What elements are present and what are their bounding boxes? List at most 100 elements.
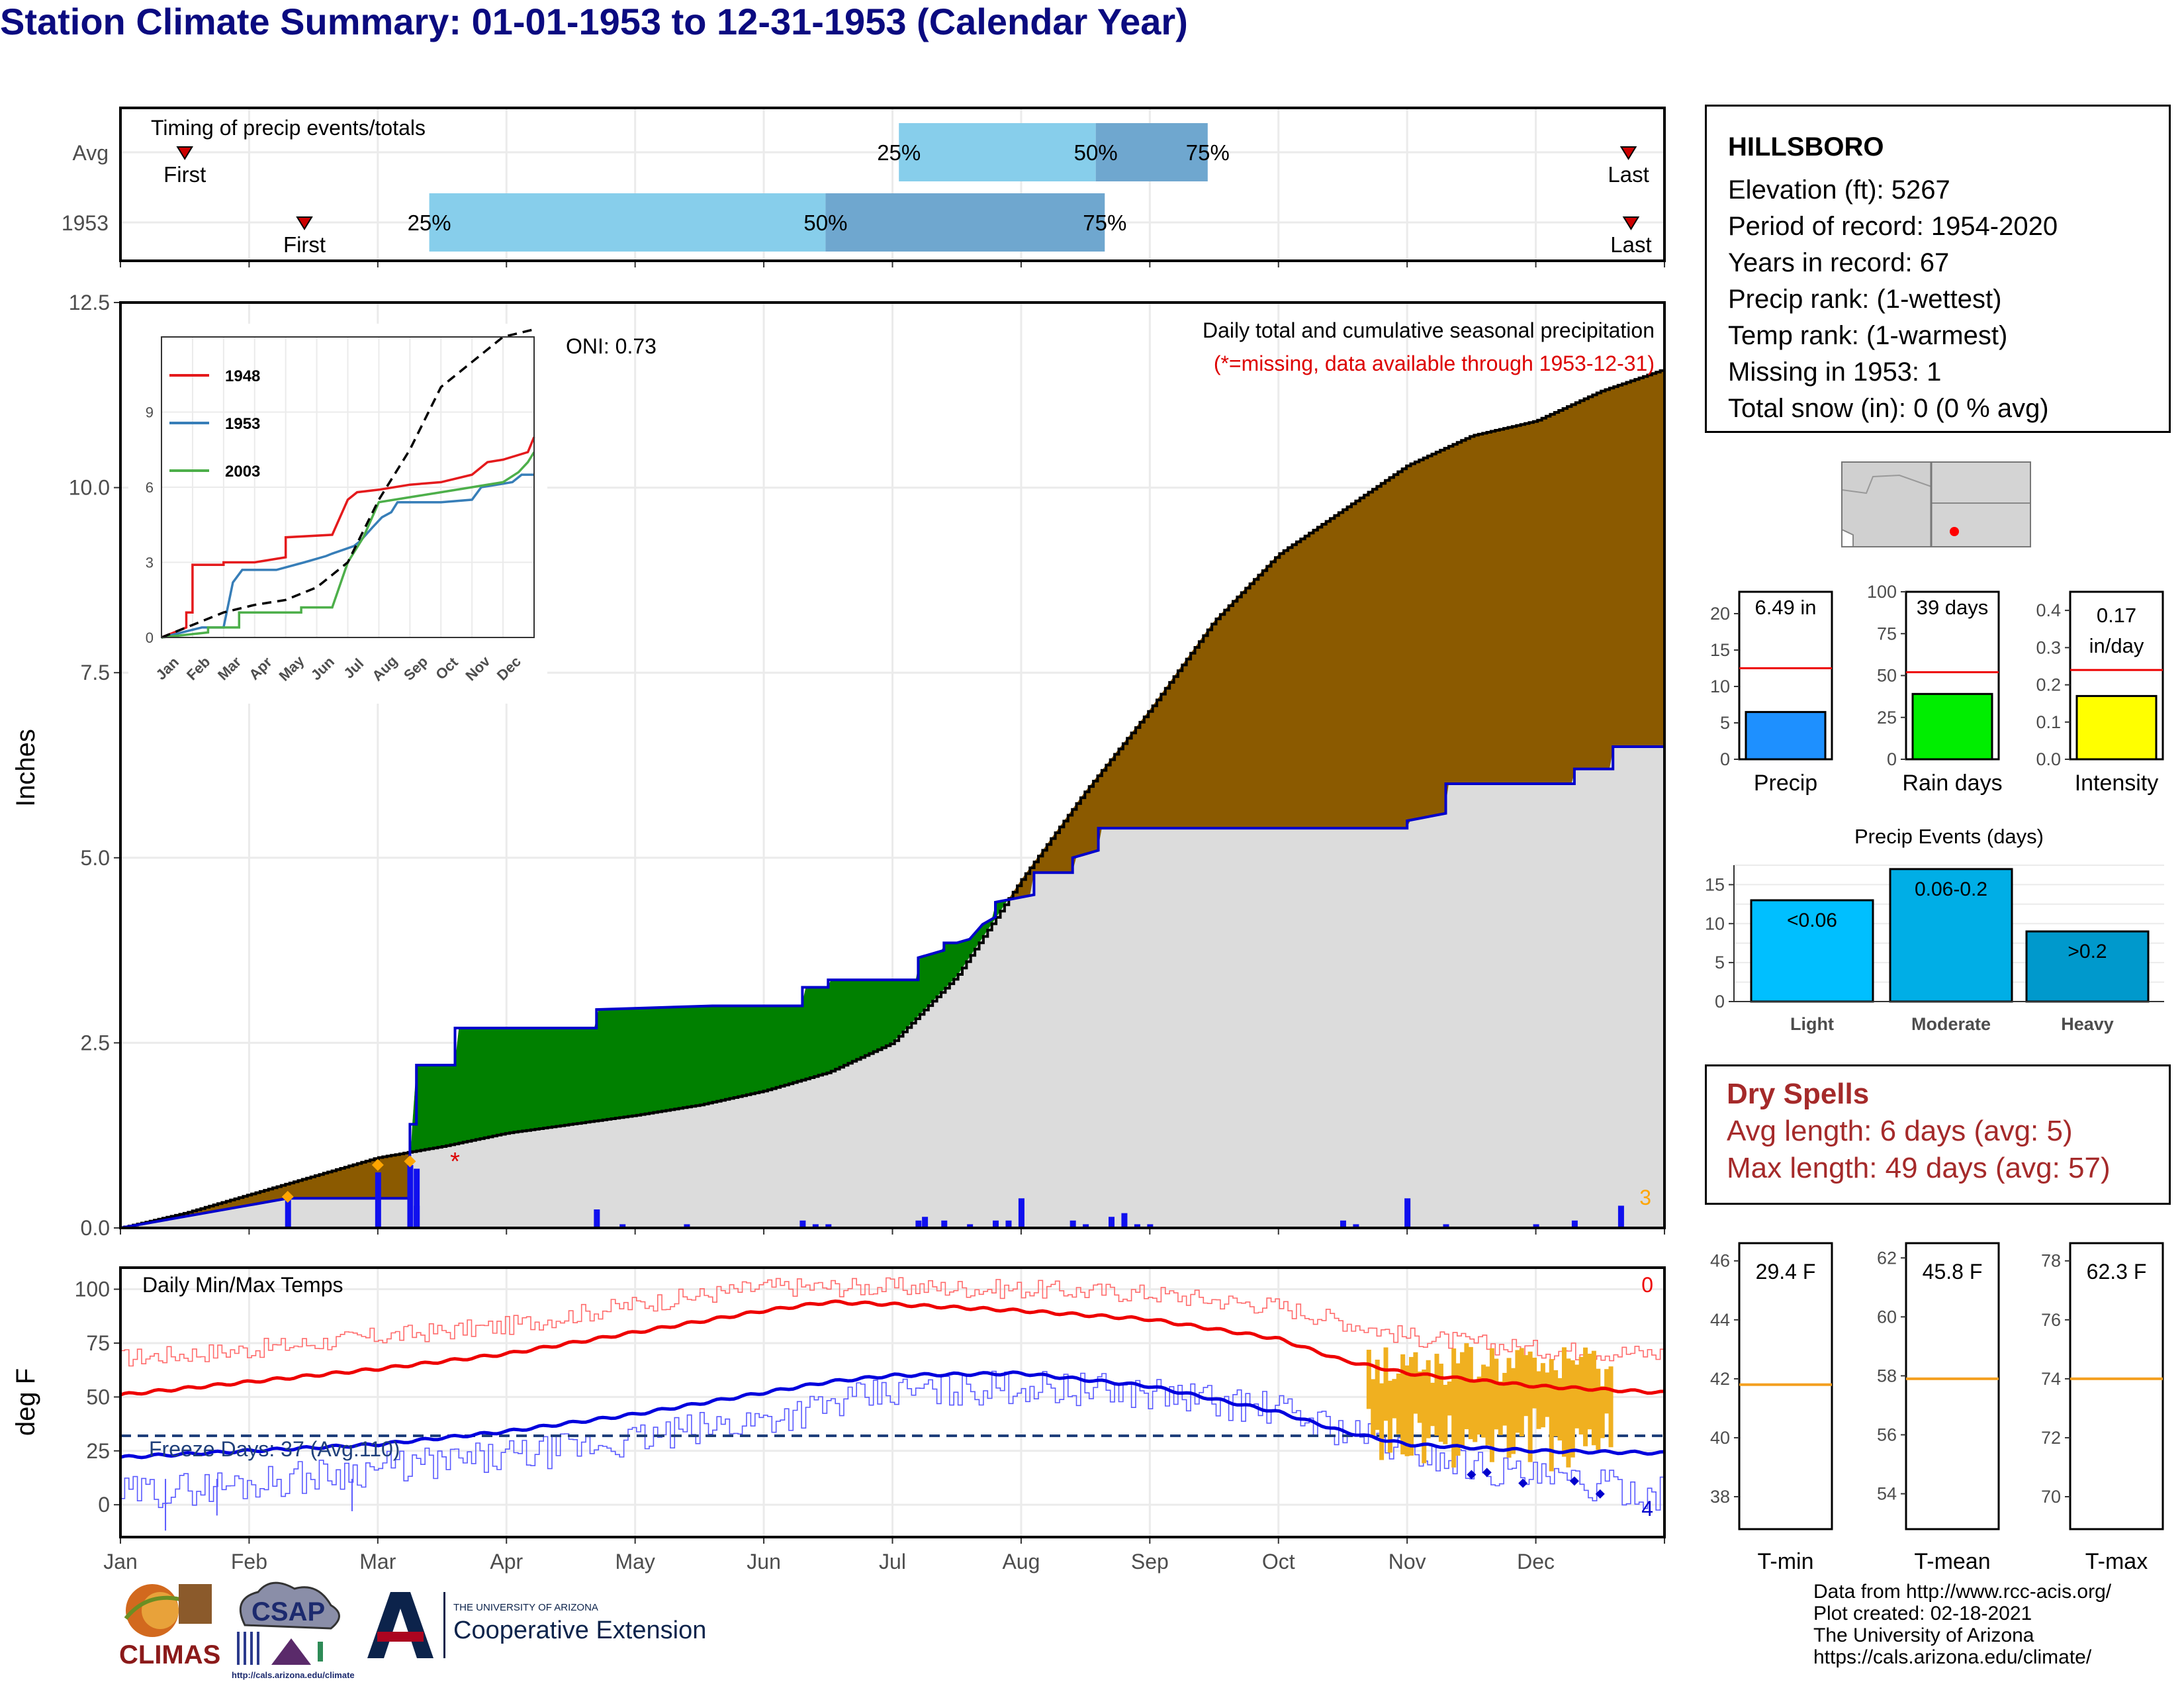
- precip-daily-bar: [1018, 1198, 1024, 1228]
- tbar-frame-2: [2069, 1242, 2164, 1530]
- tbar-ytick-label: 62: [1877, 1248, 1897, 1268]
- precip-missing-note: (*=missing, data available through 1953-…: [1214, 352, 1655, 375]
- temp-missing-bar: [1477, 1376, 1482, 1435]
- precip-daily-bar: [1617, 1205, 1624, 1228]
- temp-missing-bar: [1557, 1378, 1563, 1441]
- mini-value-precip: 6.49 in: [1754, 596, 1816, 619]
- precip-daily-bar: [1533, 1224, 1539, 1228]
- mini-bar-0: [1745, 711, 1827, 761]
- mini-value-intensity-line2: in/day: [2089, 634, 2144, 657]
- temp-missing-bar: [1519, 1348, 1524, 1436]
- month-label: Apr: [490, 1550, 523, 1573]
- location-map: [1841, 461, 2031, 547]
- precip-ytick-label: 5.0: [81, 846, 110, 870]
- precip-ytick-label: 7.5: [81, 661, 110, 684]
- timing-first-marker: [296, 216, 313, 230]
- temp-panel: 0 25 50 75 100 Jan Feb Mar Apr May Jun Jul Aug Sep Oct…: [11, 1266, 1666, 1573]
- month-label: Mar: [359, 1550, 396, 1573]
- precip-ytick-label: 2.5: [81, 1031, 110, 1055]
- temp-frame: [119, 1266, 1666, 1538]
- temp-missing-bar: [1604, 1369, 1610, 1414]
- temp-missing-bar: [1396, 1373, 1401, 1434]
- mini-ytick-label: 0.3: [2036, 637, 2061, 657]
- timing-p25-label: 25%: [877, 140, 921, 165]
- precip-daily-bar: [375, 1172, 381, 1228]
- timing-bar-q2: [1095, 123, 1208, 181]
- timing-frame: [119, 107, 1666, 262]
- csap-logo: CSAP http://cals.arizona.edu/climate: [232, 1581, 355, 1680]
- temp-missing-bar: [1545, 1372, 1550, 1417]
- inset-line-avg: [161, 328, 535, 639]
- precip-daily-bar: [1134, 1224, 1140, 1228]
- tbar-value-label: 62.3 F: [2087, 1260, 2147, 1284]
- inset-line-1953: [161, 473, 534, 639]
- events-title: Precip Events (days): [1854, 825, 2044, 848]
- temp-record-marker: [1482, 1468, 1492, 1477]
- tbar-ytick-label: 46: [1710, 1251, 1730, 1271]
- freeze-days-label: Freeze Days: 37 (Avg:110): [149, 1437, 400, 1461]
- csap-text: CSAP: [251, 1597, 325, 1626]
- temp-missing-bar: [1464, 1343, 1469, 1430]
- oni-label: ONI: 0.73: [566, 334, 657, 358]
- temp-ytick-label: 100: [75, 1278, 110, 1301]
- temp-missing-bar: [1426, 1360, 1431, 1438]
- events-bar-label: <0.06: [1787, 910, 1837, 931]
- temp-missing-bar: [1561, 1347, 1567, 1457]
- inset-frame: [161, 336, 535, 638]
- precip-daily-bar: [941, 1220, 948, 1228]
- timing-title: Timing of precip events/totals: [151, 116, 426, 140]
- temp-missing-bar: [1608, 1366, 1614, 1448]
- month-label: Dec: [1517, 1550, 1555, 1573]
- mini-bar-panels: 0 5 10 15 20 Precip 0 25 50 75 100 Rain days 0.0 0.1 0…: [1710, 582, 2164, 796]
- tbar-ytick-label: 44: [1710, 1310, 1730, 1330]
- station-years: Years in record: 67: [1728, 248, 1950, 277]
- mini-ytick-label: 10: [1710, 677, 1730, 696]
- tbar-ytick-label: 42: [1710, 1369, 1730, 1389]
- events-bar-1: [1889, 868, 2013, 1003]
- tbar-ytick-label: 58: [1877, 1366, 1897, 1385]
- mini-ytick-label: 25: [1877, 708, 1897, 727]
- mini-value-intensity: 0.17 in/day: [2089, 604, 2144, 657]
- station-precip-rank: Precip rank: (1-wettest): [1728, 285, 2002, 314]
- climas-logo: CLIMAS: [119, 1584, 220, 1669]
- timing-p50-label: 50%: [803, 211, 847, 235]
- mini-ytick-label: 15: [1710, 640, 1730, 660]
- temp-missing-bar: [1489, 1348, 1494, 1462]
- mini-ytick-label: 0.4: [2036, 600, 2061, 620]
- precip-daily-bar: [922, 1217, 929, 1228]
- month-label: Aug: [1002, 1550, 1040, 1573]
- temp-missing-bar: [1447, 1381, 1452, 1416]
- precip-daily-bar: [1443, 1224, 1449, 1228]
- temp-missing-bar: [1459, 1352, 1465, 1447]
- precip-daily-bar: [619, 1224, 626, 1228]
- dry-spells-title: Dry Spells: [1727, 1078, 1870, 1110]
- precip-daily-bar: [1404, 1198, 1411, 1228]
- timing-first-marker: [176, 146, 193, 160]
- temp-missing-bar: [1417, 1371, 1422, 1423]
- station-elevation: Elevation (ft): 5267: [1728, 175, 1950, 205]
- timing-last-label: Last: [1610, 232, 1651, 257]
- temp-missing-bar: [1366, 1349, 1371, 1409]
- events-ytick-label: 15: [1705, 874, 1725, 894]
- temp-missing-bar: [1400, 1354, 1406, 1455]
- precip-ylabel: Inches: [11, 729, 40, 807]
- month-label: Jun: [747, 1550, 781, 1573]
- timing-last-label: Last: [1608, 162, 1649, 187]
- month-label: May: [615, 1550, 655, 1573]
- temp-ylabel: deg F: [11, 1368, 40, 1436]
- missing-marker: *: [450, 1148, 460, 1176]
- tbar-category-label: T-mean: [1914, 1549, 1990, 1574]
- mini-bar-1: [1911, 692, 1993, 761]
- climas-text: CLIMAS: [119, 1640, 220, 1669]
- precip-deficit-area: [120, 369, 1664, 1228]
- mini-ytick-label: 0.0: [2036, 749, 2061, 769]
- page-title: Station Climate Summary: 01-01-1953 to 1…: [0, 1, 1188, 42]
- mini-value-intensity-line1: 0.17: [2097, 604, 2136, 627]
- tbar-value-label: 29.4 F: [1756, 1260, 1816, 1284]
- events-bar-0: [1750, 899, 1874, 1003]
- temp-missing-bar: [1536, 1371, 1541, 1429]
- timing-row-label: 1953: [62, 211, 109, 235]
- precip-daily-bar: [812, 1224, 819, 1228]
- credit-source: Data from http://www.rcc-acis.org/: [1813, 1581, 2112, 1603]
- temp-missing-bar: [1502, 1372, 1508, 1426]
